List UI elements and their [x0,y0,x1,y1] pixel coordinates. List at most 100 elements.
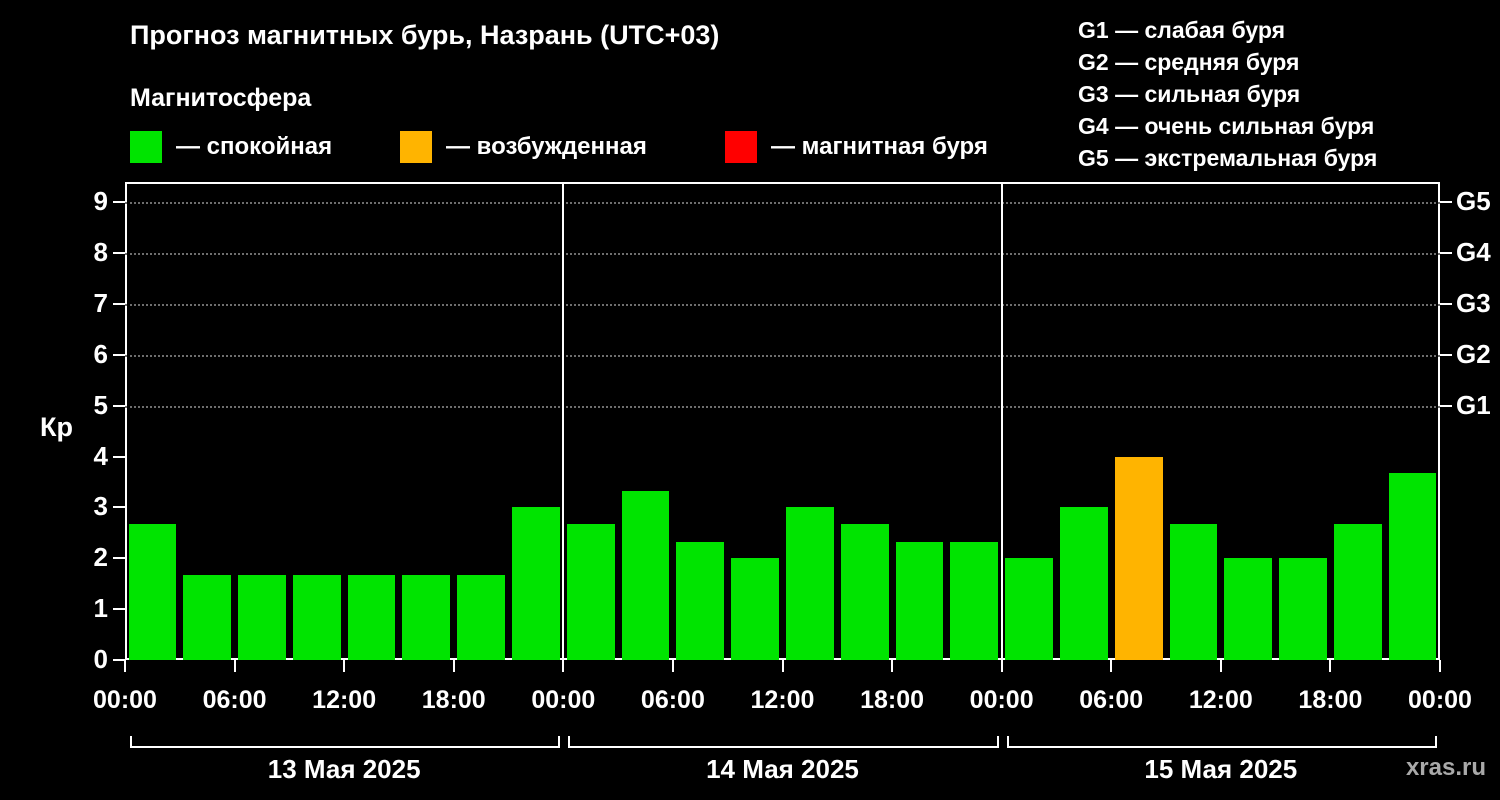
g-tick-label-G3: G3 [1456,288,1491,319]
y-tick-label-9: 9 [93,186,108,217]
page-title: Прогноз магнитных бурь, Назрань (UTC+03) [130,20,720,50]
g-tick [1440,303,1452,306]
x-tick-label: 12:00 [750,686,815,714]
y-tick [113,455,125,458]
day-label: 15 Мая 2025 [1144,754,1298,784]
x-tick-label: 06:00 [640,686,705,714]
y-tick-label-1: 1 [93,593,108,624]
x-tick-label: 06:00 [202,686,267,714]
legend-label-quiet: — спокойная [176,133,333,160]
kp-bar [1333,524,1382,660]
x-tick-label: 18:00 [421,686,486,714]
kp-bar [183,575,232,660]
plot-area [113,182,1452,672]
y-tick-label-0: 0 [93,644,108,674]
g-tick [1440,201,1452,204]
g-tick [1440,404,1452,407]
x-tick [891,660,894,672]
x-tick [343,660,346,672]
legend-label-excited: — возбужденная [446,133,647,160]
y-tick [113,659,125,661]
g-tick [1440,252,1452,255]
kp-bar [457,575,506,660]
y-tick [113,608,125,611]
kp-bar [1059,507,1108,660]
kp-bar [1169,524,1218,660]
y-tick-label-7: 7 [93,288,108,319]
kp-bar [1224,558,1273,660]
gridline-8 [125,253,1440,256]
day-bracket [568,736,999,748]
day-bracket [1006,736,1437,748]
kp-bar [1388,473,1437,660]
y-tick-label-3: 3 [93,491,108,522]
kp-bar [128,524,177,660]
x-tick [1110,660,1113,672]
x-tick-label: 18:00 [1298,686,1363,714]
y-tick-label-8: 8 [93,237,108,268]
kp-bar [731,558,779,660]
day-label: 13 Мая 2025 [267,754,421,784]
x-tick-label: 00:00 [969,686,1034,714]
y-axis-label: Кр [40,412,73,442]
x-tick [233,660,236,672]
y-tick [113,353,125,356]
g-legend-line-3: G3 — сильная буря [1078,81,1301,107]
g-scale-legend: G1 — слабая буря G2 — средняя буря G3 — си… [1078,14,1377,174]
y-tick-label-6: 6 [93,338,108,369]
kp-bar [950,541,999,660]
kp-bar [1279,558,1327,660]
x-tick [1439,660,1441,672]
kp-bar [402,575,451,660]
gridline-7 [125,304,1440,307]
y-tick-label-4: 4 [93,440,108,471]
legend-swatch-excited [400,131,432,163]
x-tick [562,660,565,672]
day-separator [1000,182,1003,660]
day-label: 14 Мая 2025 [706,754,859,784]
x-tick [781,660,784,672]
x-tick-label: 00:00 [1408,686,1472,714]
x-tick-label: 00:00 [93,686,157,714]
kp-bar [238,575,286,660]
g-legend-line-5: G5 — экстремальная буря [1078,145,1378,171]
y-tick [113,252,125,255]
y-tick-label-2: 2 [93,542,108,573]
y-tick [113,557,125,560]
x-tick-label: 12:00 [1188,686,1253,714]
gridline-6 [125,354,1440,357]
y-tick [113,404,125,407]
gridline-5 [125,405,1440,408]
kp-bar [676,541,725,660]
y-tick-label-5: 5 [93,389,108,420]
kp-bar [512,507,560,660]
legend-swatch-storm [725,131,757,163]
x-tick [452,660,455,672]
day-bracket [130,736,561,748]
y-tick [113,506,125,509]
gridline-9 [125,202,1440,205]
kp-bar [347,575,396,660]
kp-bar [840,524,889,660]
x-tick [1219,660,1222,672]
legend-label-storm: — магнитная буря [771,133,988,160]
legend-item-excited: — возбужденная [400,131,647,163]
g-tick-label-G2: G2 [1456,338,1491,369]
kp-bar [566,524,615,660]
watermark: xras.ru [1405,754,1486,781]
x-tick-label: 06:00 [1079,686,1144,714]
x-tick [1329,660,1332,672]
kp-bar [895,541,944,660]
x-tick [1000,660,1003,672]
legend-item-storm: — магнитная буря [725,131,988,163]
x-tick-label: 12:00 [312,686,377,714]
kp-bar [621,490,670,660]
x-tick-label: 18:00 [860,686,925,714]
g-tick [1440,353,1452,356]
g-tick-label-G4: G4 [1456,237,1491,268]
g-legend-line-2: G2 — средняя буря [1078,49,1300,75]
kp-bar [786,507,834,660]
kp-bar [292,575,341,660]
g-tick-label-G5: G5 [1456,186,1491,217]
